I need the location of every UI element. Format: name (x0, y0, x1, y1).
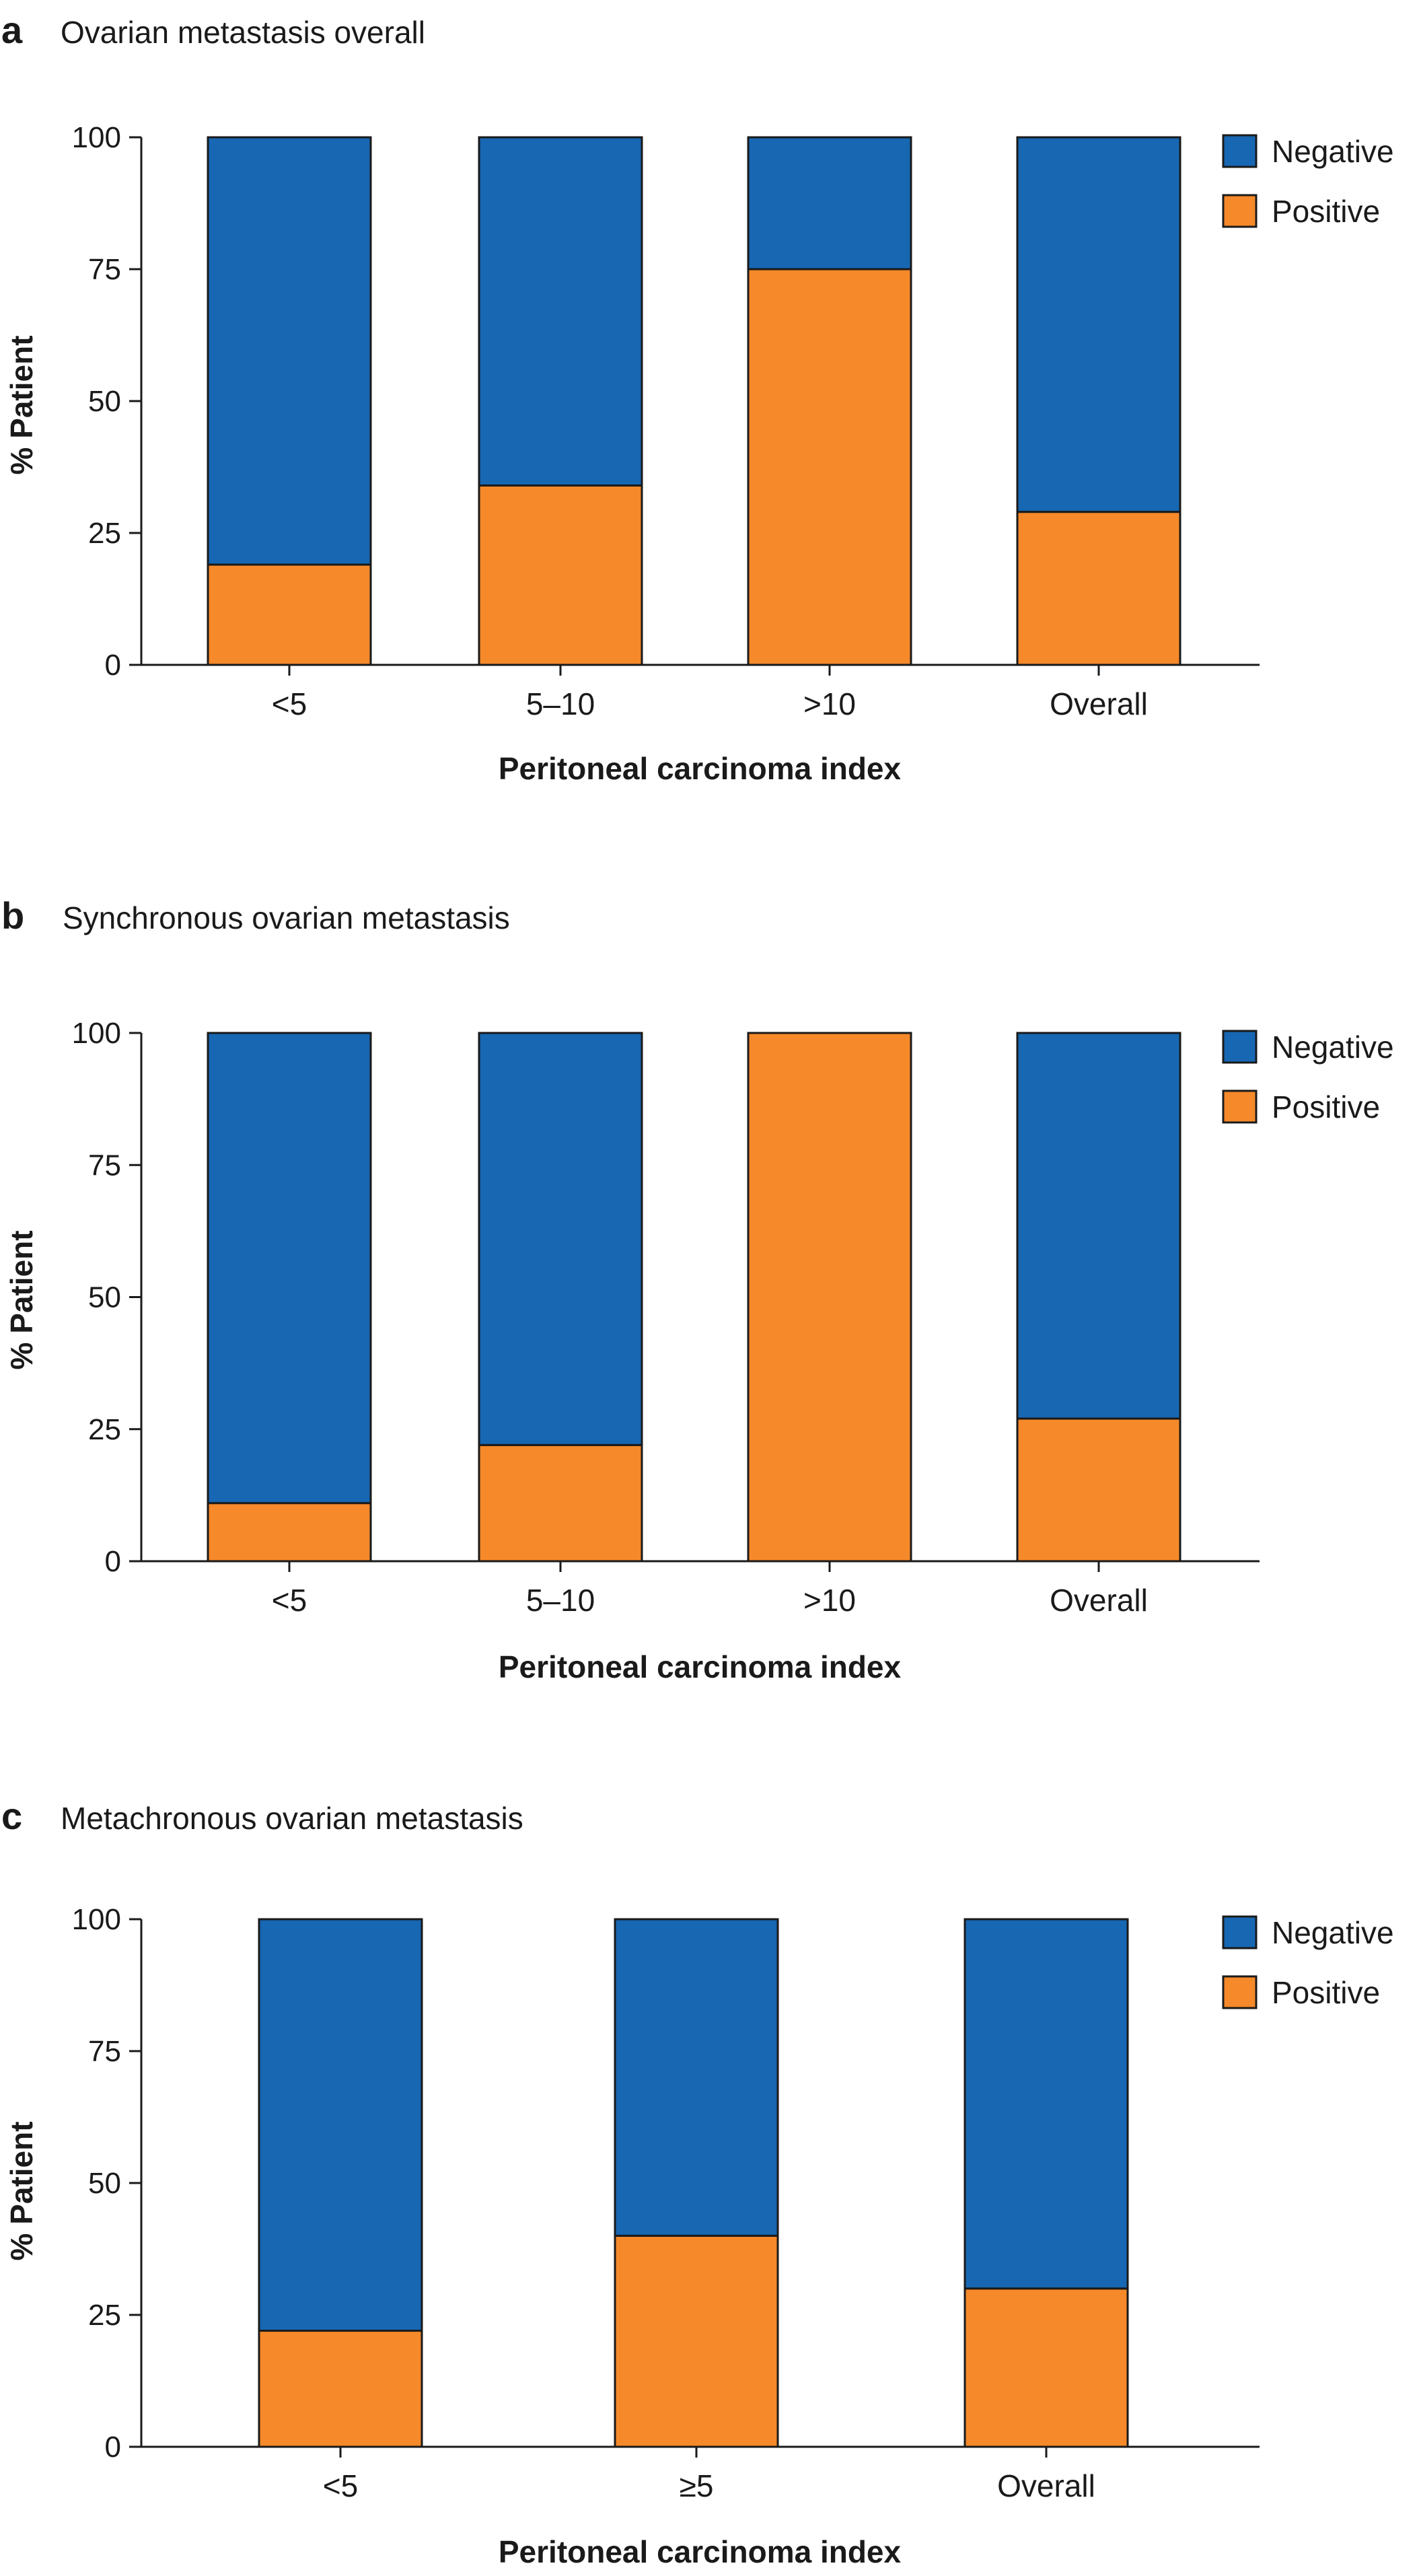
y-tick-label: 25 (88, 1413, 121, 1446)
legend-swatch-negative (1222, 1030, 1258, 1064)
bar-positive-3 (963, 2287, 1129, 2448)
bar-negative-2 (478, 136, 643, 487)
panel-c-plot: 0 25 50 75 100 <5 ≥5 Overall Negative Positive (72, 1903, 1394, 2503)
y-tick-label: 75 (88, 1149, 121, 1182)
legend-label-positive: Positive (1272, 194, 1380, 229)
y-tick-label: 50 (88, 1281, 121, 1314)
y-tick-label: 0 (105, 649, 121, 682)
bar-positive-3 (747, 268, 912, 666)
x-tick-label: Overall (1050, 1583, 1148, 1618)
y-tick-label: 0 (105, 2431, 121, 2464)
legend-label-negative: Negative (1272, 1915, 1394, 1950)
y-tick-label: 100 (72, 1903, 121, 1936)
panel-a-plot: 0 25 50 75 100 <5 5–10 >10 Overall Negative Positi… (72, 121, 1394, 721)
panel-c-letter: c (1, 1795, 22, 1837)
x-tick-label: 5–10 (526, 686, 595, 721)
legend-swatch-negative (1222, 1915, 1258, 1949)
legend-swatch-positive (1222, 1975, 1258, 2009)
bar-positive-1 (258, 2330, 423, 2448)
bar-negative-1 (207, 136, 372, 566)
x-tick-label: >10 (803, 686, 856, 721)
bar-positive-2 (614, 2234, 779, 2448)
x-tick-label: ≥5 (680, 2468, 714, 2503)
x-tick-label: Overall (997, 2468, 1095, 2503)
bar-positive-2 (478, 484, 643, 666)
y-tick-label: 75 (88, 253, 121, 286)
y-tick-label: 50 (88, 2167, 121, 2200)
legend-swatch-negative (1222, 134, 1258, 168)
panel-c-xlabel: Peritoneal carcinoma index (499, 2534, 902, 2569)
panel-a: a Ovarian metastasis overall % Patient P… (1, 9, 1394, 786)
legend-label-positive: Positive (1272, 1089, 1380, 1124)
x-tick-label: 5–10 (526, 1583, 595, 1618)
panel-a-title: Ovarian metastasis overall (61, 15, 425, 50)
bar-positive-4 (1016, 511, 1181, 666)
panel-b-plot: 0 25 50 75 100 <5 5–10 >10 Overall Negative Positi… (72, 1017, 1394, 1618)
legend-label-negative: Negative (1272, 1030, 1394, 1065)
panel-c-title: Metachronous ovarian metastasis (61, 1801, 523, 1836)
legend-swatch-positive (1222, 194, 1258, 228)
x-tick-label: Overall (1050, 686, 1148, 721)
panel-b-letter: b (1, 894, 24, 937)
panel-a-letter: a (1, 9, 23, 51)
bar-negative-3 (747, 136, 912, 271)
y-tick-label: 0 (105, 1545, 121, 1578)
bar-negative-1 (258, 1918, 423, 2332)
panel-c: c Metachronous ovarian metastasis % Pati… (1, 1795, 1394, 2569)
panel-c-ylabel: % Patient (4, 2121, 39, 2260)
y-tick-label: 25 (88, 517, 121, 550)
panel-a-ylabel: % Patient (4, 335, 39, 474)
x-tick-label: <5 (272, 1583, 307, 1618)
x-tick-label: <5 (323, 2468, 358, 2503)
legend-label-positive: Positive (1272, 1975, 1380, 2010)
bar-negative-4 (1016, 136, 1181, 513)
bar-positive-4 (1016, 1417, 1181, 1563)
bar-negative-3 (963, 1918, 1129, 2290)
panel-b-title: Synchronous ovarian metastasis (63, 900, 510, 935)
bar-positive-1 (207, 563, 372, 666)
legend-label-negative: Negative (1272, 134, 1394, 169)
bar-positive-3 (747, 1032, 912, 1563)
panel-a-xlabel: Peritoneal carcinoma index (499, 751, 902, 786)
y-tick-label: 50 (88, 385, 121, 418)
bar-negative-2 (478, 1032, 643, 1446)
y-tick-label: 75 (88, 2035, 121, 2068)
y-tick-label: 100 (72, 1017, 121, 1050)
x-tick-label: >10 (803, 1583, 856, 1618)
panel-b: b Synchronous ovarian metastasis % Patie… (1, 894, 1394, 1684)
bar-negative-2 (614, 1918, 779, 2237)
y-tick-label: 25 (88, 2299, 121, 2332)
bar-negative-1 (207, 1032, 372, 1505)
panel-b-ylabel: % Patient (4, 1230, 39, 1369)
bar-negative-4 (1016, 1032, 1181, 1420)
bar-positive-2 (478, 1443, 643, 1563)
legend-swatch-positive (1222, 1089, 1258, 1124)
panel-b-xlabel: Peritoneal carcinoma index (499, 1649, 902, 1684)
bar-positive-1 (207, 1502, 372, 1563)
x-tick-label: <5 (272, 686, 307, 721)
y-tick-label: 100 (72, 121, 121, 154)
